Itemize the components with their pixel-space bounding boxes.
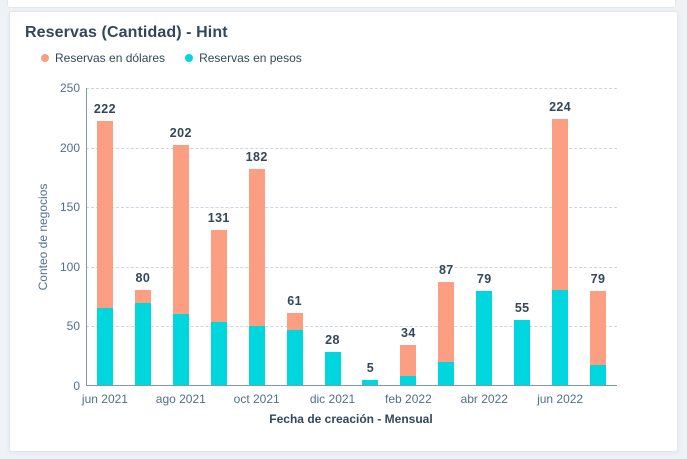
bar-total-label: 182 xyxy=(245,149,268,164)
legend-color-dot-icon xyxy=(41,54,49,62)
x-tick-label: jun 2021 xyxy=(81,392,128,406)
bar-segment-pesos[interactable] xyxy=(172,314,189,386)
bar-segment-dolares[interactable] xyxy=(590,291,607,366)
y-axis-title: Conteo de negocios xyxy=(36,183,50,291)
chart-legend: Reservas en dólares Reservas en pesos xyxy=(41,51,302,65)
legend-item-label: Reservas en pesos xyxy=(199,51,302,65)
x-tick-label: dic 2021 xyxy=(309,392,356,406)
previous-card-bottom-edge xyxy=(7,0,676,8)
bar-total-label: 131 xyxy=(207,210,230,225)
x-axis-title: Fecha de creación - Mensual xyxy=(269,412,433,426)
bar-segment-dolares[interactable] xyxy=(248,168,265,326)
bar-total-label: 79 xyxy=(590,272,606,287)
bar-segment-dolares[interactable] xyxy=(96,121,113,309)
bar-segment-pesos[interactable] xyxy=(400,375,417,386)
bar-total-label: 34 xyxy=(401,326,416,341)
bar-segment-dolares[interactable] xyxy=(552,118,569,291)
report-card: Reservas (Cantidad) - Hint Reservas en d… xyxy=(9,11,678,452)
bar-total-label: 61 xyxy=(287,293,302,308)
bar-segment-pesos[interactable] xyxy=(514,320,531,386)
bar-segment-pesos[interactable] xyxy=(324,352,341,386)
bar-segment-dolares[interactable] xyxy=(438,281,455,362)
bar-total-label: 224 xyxy=(549,99,572,114)
bar-total-label: 80 xyxy=(135,271,151,286)
y-tick-label-0: 0 xyxy=(73,378,80,393)
bar-total-label: 28 xyxy=(325,333,340,348)
bar-segment-pesos[interactable] xyxy=(362,379,379,386)
x-axis-line xyxy=(86,385,617,386)
bar-segment-dolares[interactable] xyxy=(286,312,303,330)
bar-total-label: 55 xyxy=(514,301,530,316)
bar-segment-dolares[interactable] xyxy=(400,345,417,376)
stacked-bar-chart: Conteo de negocios Fecha de creación - M… xyxy=(10,12,679,453)
gridline-150 xyxy=(86,207,617,208)
bar-segment-pesos[interactable] xyxy=(552,290,569,386)
x-tick-label: ago 2021 xyxy=(155,392,206,406)
x-tick-label: feb 2022 xyxy=(385,392,432,406)
bar-segment-pesos[interactable] xyxy=(210,322,227,386)
bar-total-label: 87 xyxy=(438,262,454,277)
y-tick-label-250: 250 xyxy=(59,81,80,95)
bar-segment-pesos[interactable] xyxy=(96,308,113,386)
bar-total-label: 5 xyxy=(366,360,375,375)
bar-segment-pesos[interactable] xyxy=(286,329,303,386)
legend-item-dolares[interactable]: Reservas en dólares xyxy=(41,51,165,65)
bar-segment-dolares[interactable] xyxy=(210,229,227,323)
legend-item-label: Reservas en dólares xyxy=(55,51,166,65)
bar-segment-pesos[interactable] xyxy=(438,361,455,386)
y-tick-label-200: 200 xyxy=(59,140,80,155)
bar-total-label: 79 xyxy=(476,272,492,287)
gridline-200 xyxy=(86,147,617,149)
bar-segment-pesos[interactable] xyxy=(476,291,493,386)
bar-segment-pesos[interactable] xyxy=(590,365,607,386)
x-tick-label: jun 2022 xyxy=(537,392,584,406)
bar-total-label: 222 xyxy=(93,102,116,117)
y-tick-label-150: 150 xyxy=(59,200,80,214)
x-tick-label: abr 2022 xyxy=(460,392,508,406)
gridline-100 xyxy=(86,266,617,268)
bar-segment-pesos[interactable] xyxy=(248,326,265,386)
bar-segment-dolares[interactable] xyxy=(172,145,189,315)
y-axis-line xyxy=(86,88,87,386)
bar-segment-dolares[interactable] xyxy=(134,290,151,304)
y-tick-label-100: 100 xyxy=(59,259,80,274)
x-tick-label: oct 2021 xyxy=(233,392,280,406)
gridline-250 xyxy=(86,88,617,89)
legend-item-pesos[interactable]: Reservas en pesos xyxy=(185,51,302,65)
gridline-50 xyxy=(86,326,617,327)
bar-segment-pesos[interactable] xyxy=(134,303,151,386)
report-title: Reservas (Cantidad) - Hint xyxy=(25,24,228,41)
y-tick-label-50: 50 xyxy=(66,319,80,333)
legend-color-dot-icon xyxy=(185,54,194,62)
bar-total-label: 202 xyxy=(169,126,192,141)
